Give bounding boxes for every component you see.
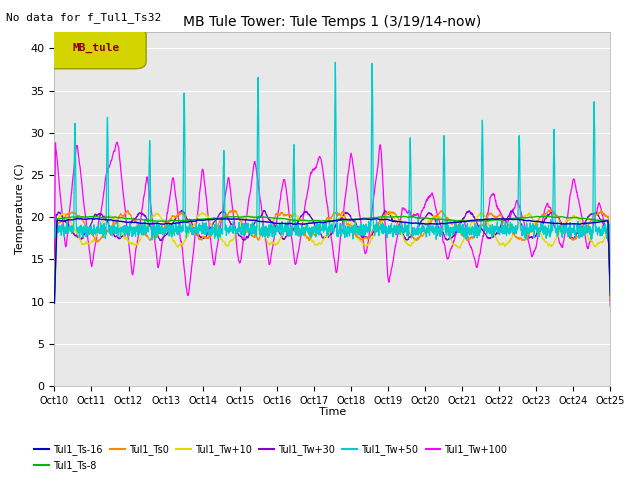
Tul1_Ts-16 [494, 216, 502, 222]
Tul1_Tw+30 [349, 217, 356, 223]
Tul1_Tw+50 [573, 227, 581, 232]
Line: Tul1_Ts0: Tul1_Ts0 [54, 210, 611, 300]
Tul1_Tw+30 [178, 207, 186, 213]
Tul1_Tw+10 [348, 222, 356, 228]
Tul1_Ts0 [205, 235, 213, 240]
Tul1_Ts-8 [400, 214, 408, 219]
Tul1_Ts0 [607, 294, 614, 300]
Line: Tul1_Ts-16: Tul1_Ts-16 [54, 218, 611, 303]
Tul1_Tw+30 [494, 231, 502, 237]
Tul1_Tw+100 [113, 139, 121, 145]
Tul1_Ts0 [51, 297, 58, 302]
Tul1_Ts-8 [51, 300, 58, 305]
Tul1_Ts-16 [361, 216, 369, 222]
Tul1_Ts-8 [205, 216, 213, 221]
Y-axis label: Temperature (C): Temperature (C) [15, 163, 25, 254]
Tul1_Tw+100 [607, 298, 614, 303]
Tul1_Tw+30 [557, 220, 565, 226]
Tul1_Tw+50 [148, 237, 156, 243]
Tul1_Tw+100 [51, 258, 58, 264]
Line: Tul1_Ts-8: Tul1_Ts-8 [54, 216, 611, 302]
Tul1_Ts0 [573, 234, 580, 240]
Tul1_Tw+30 [573, 230, 580, 236]
Tul1_Ts0 [360, 235, 368, 240]
Tul1_Ts-16 [87, 216, 95, 221]
Tul1_Ts-16 [607, 292, 614, 298]
Tul1_Tw+10 [573, 215, 580, 220]
Tul1_Ts-8 [573, 215, 580, 220]
Tul1_Tw+50 [51, 231, 58, 237]
Tul1_Tw+100 [494, 206, 502, 212]
Tul1_Tw+100 [206, 228, 214, 234]
Tul1_Tw+50 [361, 232, 369, 238]
Tul1_Tw+30 [51, 292, 58, 298]
Tul1_Tw+50 [495, 225, 502, 231]
Tul1_Ts-16 [349, 216, 356, 222]
Line: Tul1_Tw+100: Tul1_Tw+100 [54, 142, 611, 300]
Line: Tul1_Tw+10: Tul1_Tw+10 [54, 212, 611, 301]
Tul1_Ts-16 [51, 300, 58, 306]
Tul1_Tw+50 [558, 234, 566, 240]
Tul1_Tw+10 [360, 241, 368, 247]
Tul1_Tw+50 [607, 234, 614, 240]
Tul1_Tw+10 [205, 217, 213, 223]
Tul1_Ts-8 [494, 217, 502, 223]
Line: Tul1_Tw+30: Tul1_Tw+30 [54, 210, 611, 306]
Text: No data for f_Tul1_Ts32: No data for f_Tul1_Ts32 [6, 12, 162, 23]
Tul1_Ts-16 [206, 217, 214, 223]
Tul1_Tw+50 [206, 228, 214, 234]
Tul1_Ts-16 [557, 221, 565, 227]
Tul1_Ts-8 [348, 216, 356, 222]
Tul1_Tw+30 [206, 227, 214, 232]
Tul1_Tw+10 [557, 224, 565, 230]
X-axis label: Time: Time [319, 407, 346, 417]
Tul1_Tw+100 [557, 244, 565, 250]
Tul1_Tw+50 [349, 236, 356, 242]
Text: MB_tule: MB_tule [72, 43, 120, 53]
Tul1_Ts0 [545, 207, 552, 213]
Tul1_Tw+10 [477, 209, 484, 215]
Tul1_Ts-8 [607, 292, 614, 298]
Tul1_Ts0 [494, 213, 502, 219]
Tul1_Ts-8 [557, 214, 565, 220]
Title: MB Tule Tower: Tule Temps 1 (3/19/14-now): MB Tule Tower: Tule Temps 1 (3/19/14-now… [183, 15, 481, 29]
Tul1_Tw+100 [349, 159, 356, 165]
Tul1_Tw+100 [573, 189, 580, 195]
Tul1_Tw+30 [361, 234, 369, 240]
Tul1_Tw+50 [332, 60, 339, 65]
Tul1_Tw+10 [494, 239, 502, 245]
Tul1_Ts0 [348, 226, 356, 232]
Tul1_Tw+100 [361, 249, 369, 254]
Tul1_Ts0 [557, 223, 565, 229]
Tul1_Ts-8 [360, 215, 368, 221]
Tul1_Tw+10 [51, 298, 58, 303]
Tul1_Ts-16 [573, 221, 580, 227]
Tul1_Tw+10 [607, 298, 614, 304]
Line: Tul1_Tw+50: Tul1_Tw+50 [54, 62, 611, 240]
Legend: Tul1_Ts-16, Tul1_Ts-8, Tul1_Ts0, Tul1_Tw+10, Tul1_Tw+30, Tul1_Tw+50, Tul1_Tw+100: Tul1_Ts-16, Tul1_Ts-8, Tul1_Ts0, Tul1_Tw… [31, 441, 511, 475]
Tul1_Tw+30 [607, 303, 614, 309]
FancyBboxPatch shape [46, 28, 146, 69]
